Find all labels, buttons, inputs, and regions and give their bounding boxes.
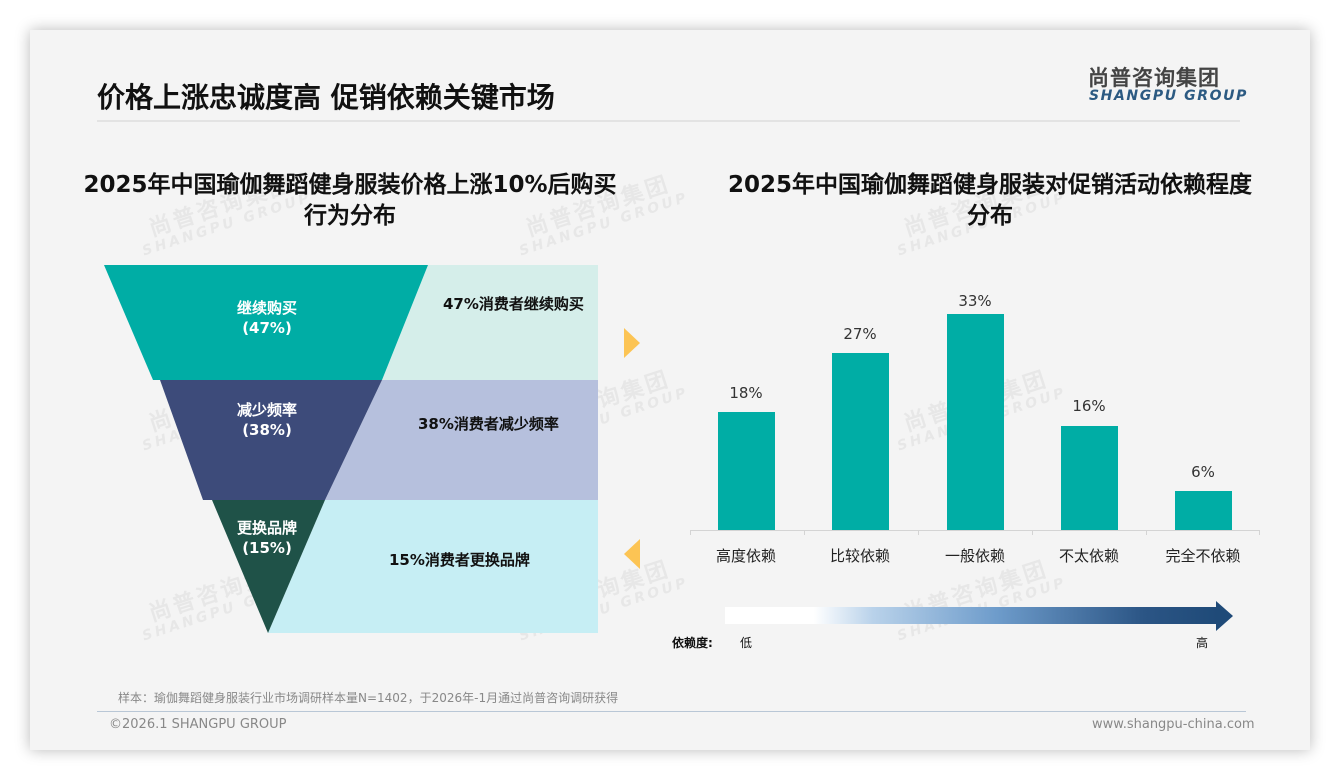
funnel-segment-continue bbox=[104, 265, 428, 380]
reliance-legend-label: 依赖度: bbox=[672, 636, 713, 650]
funnel-label-switch: 更换品牌 (15%) bbox=[207, 518, 327, 558]
category-label: 高度依赖 bbox=[715, 547, 776, 565]
copyright: ©2026.1 SHANGPU GROUP bbox=[109, 717, 287, 732]
axis-tick bbox=[918, 530, 919, 535]
category-label: 一般依赖 bbox=[944, 547, 1005, 565]
logo-chinese: 尚普咨询集团 bbox=[1088, 66, 1220, 90]
funnel-band-1 bbox=[382, 265, 598, 380]
arrow-right-icon bbox=[624, 328, 640, 358]
page-title: 价格上涨忠诚度高 促销依赖关键市场 bbox=[97, 81, 555, 114]
logo-english: SHANGPU GROUP bbox=[1089, 88, 1248, 104]
bar-high-reliance bbox=[718, 412, 775, 530]
funnel-chart-title-line2: 行为分布 bbox=[304, 203, 396, 229]
sample-note: 样本：瑜伽舞蹈健身服装行业市场调研样本量N=1402，于2026年-1月通过尚普… bbox=[118, 691, 619, 705]
funnel-label-pct: (15%) bbox=[242, 539, 292, 557]
funnel-band-3 bbox=[268, 500, 598, 633]
bar-moderate-reliance bbox=[947, 314, 1004, 530]
band-desc-switch: 15%消费者更换品牌 bbox=[389, 551, 530, 569]
funnel-label-pct: (47%) bbox=[242, 319, 292, 337]
funnel-label-text: 继续购买 bbox=[236, 299, 297, 317]
axis-tick bbox=[1032, 530, 1033, 535]
reliance-gradient-bar bbox=[725, 607, 1218, 624]
funnel-chart-title: 2025年中国瑜伽舞蹈健身服装价格上涨10%后购买 行为分布 bbox=[40, 170, 660, 232]
category-label: 不太依赖 bbox=[1058, 547, 1119, 565]
arrow-left-icon bbox=[624, 539, 640, 569]
funnel-label-reduce: 减少频率 (38%) bbox=[207, 400, 327, 440]
category-label: 完全不依赖 bbox=[1165, 547, 1241, 565]
bar-value-label: 6% bbox=[1191, 463, 1215, 481]
bar-value-label: 18% bbox=[729, 384, 763, 402]
bar-no-reliance bbox=[1175, 491, 1232, 530]
bar-value-label: 27% bbox=[843, 325, 877, 343]
bar-value-label: 33% bbox=[958, 292, 992, 310]
axis-tick bbox=[1259, 530, 1260, 535]
band-desc-continue: 47%消费者继续购买 bbox=[443, 295, 584, 313]
x-axis bbox=[690, 530, 1260, 531]
footer-divider bbox=[97, 711, 1246, 712]
bar-low-reliance bbox=[1061, 426, 1118, 530]
bar-chart-title-line2: 分布 bbox=[967, 203, 1013, 229]
title-divider bbox=[97, 120, 1240, 122]
reliance-high-label: 高 bbox=[1196, 636, 1209, 650]
band-desc-reduce: 38%消费者减少频率 bbox=[418, 415, 559, 433]
funnel-label-text: 更换品牌 bbox=[236, 519, 297, 537]
website-link[interactable]: www.shangpu-china.com bbox=[1092, 717, 1255, 732]
funnel-band-2 bbox=[325, 380, 598, 500]
bar-fairly-reliant bbox=[832, 353, 889, 530]
funnel-segment-reduce bbox=[160, 380, 382, 500]
arrow-right-icon bbox=[1216, 601, 1233, 631]
funnel-segment-switch bbox=[212, 500, 325, 633]
bar-chart-title-line1: 2025年中国瑜伽舞蹈健身服装对促销活动依赖程度 bbox=[727, 172, 1252, 198]
bar-chart-title: 2025年中国瑜伽舞蹈健身服装对促销活动依赖程度 分布 bbox=[680, 170, 1300, 232]
axis-tick bbox=[690, 530, 691, 535]
funnel-chart-title-line1: 2025年中国瑜伽舞蹈健身服装价格上涨10%后购买 bbox=[83, 172, 617, 198]
category-label: 比较依赖 bbox=[829, 547, 890, 565]
funnel-label-text: 减少频率 bbox=[236, 401, 297, 419]
reliance-low-label: 低 bbox=[740, 636, 753, 650]
funnel-label-continue: 继续购买 (47%) bbox=[207, 298, 327, 338]
axis-tick bbox=[1146, 530, 1147, 535]
axis-tick bbox=[804, 530, 805, 535]
funnel-label-pct: (38%) bbox=[242, 421, 292, 439]
bar-value-label: 16% bbox=[1072, 397, 1106, 415]
